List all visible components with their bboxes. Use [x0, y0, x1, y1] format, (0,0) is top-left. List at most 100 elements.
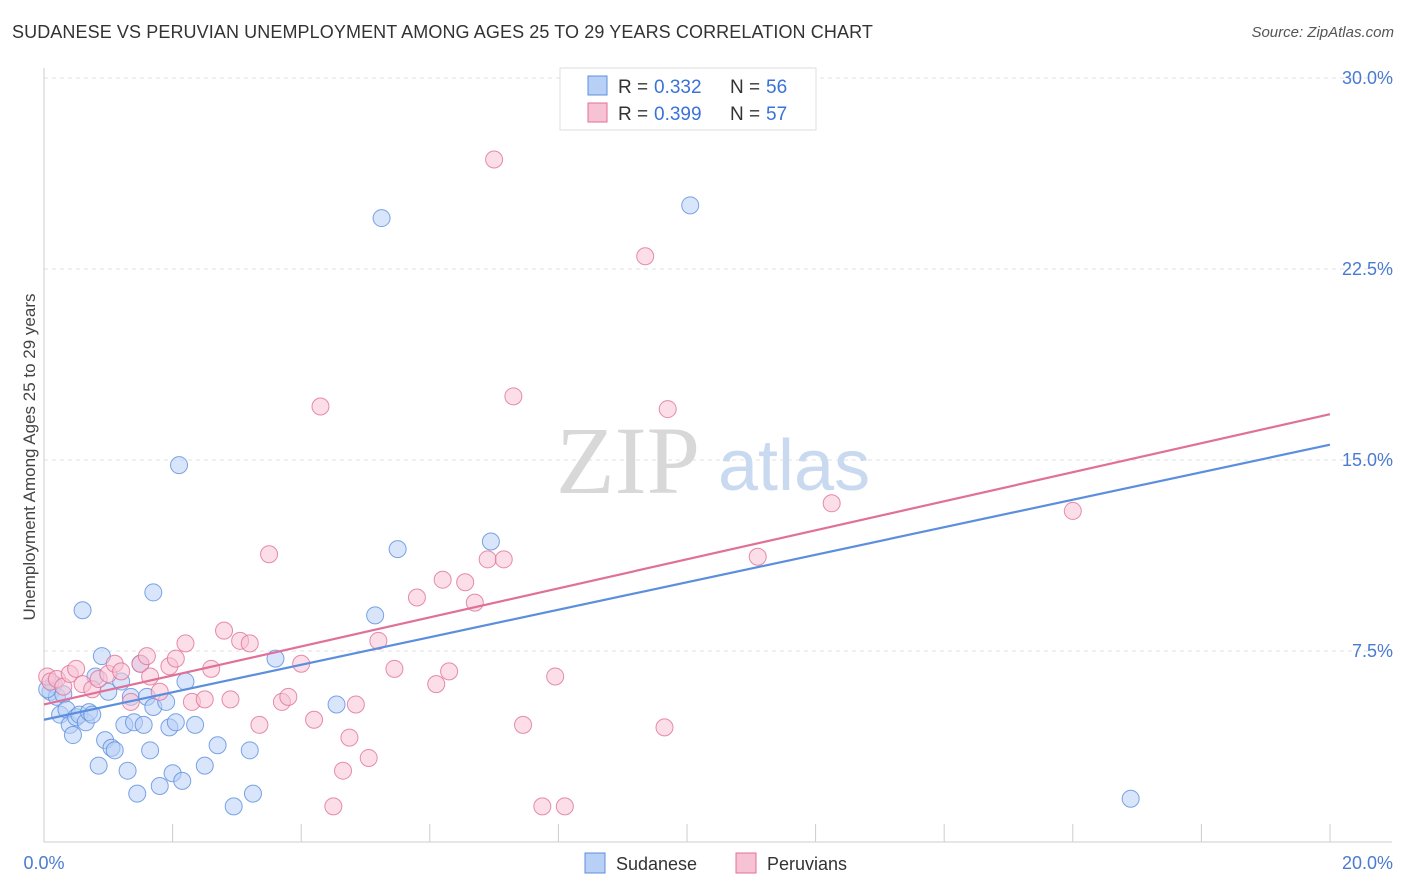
point-peruvians-21	[195, 690, 214, 709]
chart-source: Source: ZipAtlas.com	[1251, 24, 1394, 41]
point-peruvians-16	[150, 682, 169, 701]
point-peruvians-23	[215, 621, 234, 640]
gridlines	[44, 77, 1392, 652]
point-peruvians-53	[546, 667, 565, 686]
point-peruvians-55	[636, 247, 655, 266]
point-peruvians-50	[504, 387, 523, 406]
point-peruvians-32	[305, 710, 324, 729]
trendline-peruvians	[43, 413, 1331, 706]
point-sudanese-42	[195, 756, 214, 775]
point-sudanese-39	[173, 771, 192, 790]
legend-r-label-sudanese: R =	[618, 77, 648, 98]
legend-swatch-sudanese	[587, 75, 608, 96]
bottom-legend-label-peruvians: Peruvians	[767, 854, 847, 874]
point-peruvians-57	[658, 400, 677, 419]
point-peruvians-18	[166, 649, 185, 668]
point-peruvians-59	[822, 494, 841, 513]
point-sudanese-20	[105, 741, 124, 760]
point-sudanese-7	[63, 726, 82, 745]
watermark-zip: ZIP	[556, 407, 700, 514]
point-peruvians-30	[279, 687, 298, 706]
bottom-legend: Sudanese Peruvians	[584, 852, 847, 874]
point-peruvians-19	[176, 634, 195, 653]
trend-lines	[43, 413, 1331, 721]
legend-n-value-peruvians: 57	[766, 104, 787, 125]
point-peruvians-48	[485, 150, 504, 169]
point-peruvians-27	[250, 715, 269, 734]
point-peruvians-5	[67, 659, 86, 678]
legend-n-label-peruvians: N =	[730, 104, 760, 125]
legend-n-value-sudanese: 56	[766, 77, 787, 98]
watermark-atlas: atlas	[718, 426, 870, 506]
point-peruvians-37	[346, 695, 365, 714]
bottom-legend-swatch-sudanese	[584, 852, 606, 874]
point-peruvians-44	[440, 662, 459, 681]
point-sudanese-15	[89, 756, 108, 775]
y-tick-label-2: 22.5%	[1342, 259, 1393, 279]
point-peruvians-43	[433, 570, 452, 589]
point-peruvians-45	[456, 573, 475, 592]
point-sudanese-28	[134, 715, 153, 734]
point-peruvians-42	[427, 675, 446, 694]
point-peruvians-47	[478, 550, 497, 569]
point-sudanese-54	[1121, 789, 1140, 808]
legend-r-value-sudanese: 0.332	[654, 77, 702, 98]
bottom-legend-label-sudanese: Sudanese	[616, 854, 697, 874]
point-peruvians-33	[311, 397, 330, 416]
tick-labels: 7.5% 15.0% 22.5% 30.0% 0.0% 20.0%	[23, 68, 1393, 873]
point-peruvians-38	[359, 748, 378, 767]
point-peruvians-28	[260, 545, 279, 564]
y-tick-label-1: 15.0%	[1342, 450, 1393, 470]
point-sudanese-37	[166, 713, 185, 732]
point-sudanese-53	[681, 196, 700, 215]
legend: R = 0.332 N = 56 R = 0.399 N = 57	[559, 67, 817, 131]
chart-title: SUDANESE VS PERUVIAN UNEMPLOYMENT AMONG …	[12, 22, 873, 42]
point-peruvians-56	[655, 718, 674, 737]
y-tick-label-0: 7.5%	[1352, 641, 1393, 661]
point-sudanese-49	[366, 606, 385, 625]
point-peruvians-41	[407, 588, 426, 607]
point-sudanese-30	[141, 741, 160, 760]
point-peruvians-49	[494, 550, 513, 569]
point-peruvians-24	[221, 690, 240, 709]
point-peruvians-14	[137, 647, 156, 666]
point-peruvians-36	[340, 728, 359, 747]
point-sudanese-33	[150, 776, 169, 795]
point-peruvians-26	[240, 634, 259, 653]
point-sudanese-23	[118, 761, 137, 780]
point-sudanese-48	[327, 695, 346, 714]
point-sudanese-46	[243, 784, 262, 803]
point-sudanese-45	[240, 741, 259, 760]
point-sudanese-47	[266, 649, 285, 668]
point-peruvians-58	[748, 547, 767, 566]
point-sudanese-51	[388, 540, 407, 559]
watermark: ZIP atlas	[556, 407, 870, 514]
point-peruvians-54	[555, 797, 574, 816]
trendline-sudanese	[43, 443, 1331, 721]
point-peruvians-51	[514, 715, 533, 734]
point-peruvians-52	[533, 797, 552, 816]
legend-n-label-sudanese: N =	[730, 77, 760, 98]
point-sudanese-10	[73, 601, 92, 620]
legend-r-value-peruvians: 0.399	[654, 104, 702, 125]
point-sudanese-41	[186, 715, 205, 734]
y-tick-label-3: 30.0%	[1342, 68, 1393, 88]
point-sudanese-26	[128, 784, 147, 803]
point-peruvians-40	[385, 659, 404, 678]
point-sudanese-44	[224, 797, 243, 816]
x-tick-label-min: 0.0%	[23, 853, 64, 873]
bottom-legend-swatch-peruvians	[735, 852, 757, 874]
point-sudanese-31	[144, 583, 163, 602]
point-peruvians-34	[324, 797, 343, 816]
point-sudanese-38	[170, 456, 189, 475]
point-sudanese-43	[208, 736, 227, 755]
legend-swatch-peruvians	[587, 102, 608, 123]
legend-r-label-peruvians: R =	[618, 104, 648, 125]
point-peruvians-11	[112, 662, 131, 681]
axes	[43, 68, 1392, 843]
x-tick-label-max: 20.0%	[1342, 853, 1393, 873]
point-peruvians-35	[333, 761, 352, 780]
point-sudanese-52	[481, 532, 500, 551]
point-peruvians-60	[1063, 501, 1082, 520]
